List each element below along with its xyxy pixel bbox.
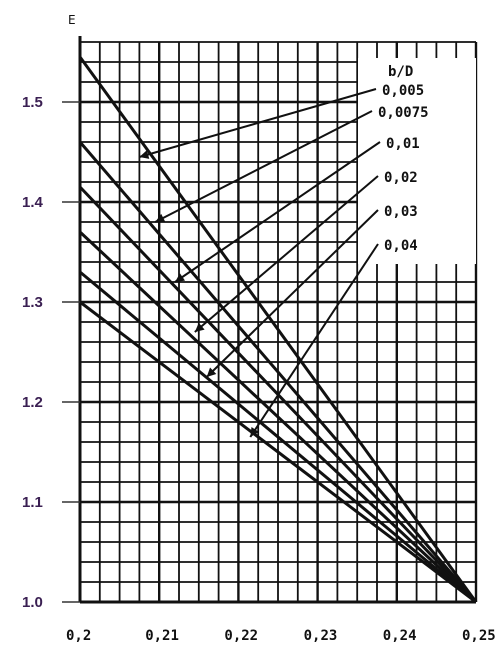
legend-leader (139, 88, 377, 158)
legend-arrowhead (194, 322, 205, 332)
y-tick-label: 1.0 (22, 594, 43, 611)
legend-leader (249, 243, 379, 438)
y-axis-label: E (68, 13, 76, 27)
series-line (78, 230, 478, 604)
series-lines (78, 56, 478, 604)
legend-panel (358, 58, 476, 264)
x-tick-label: 0,24 (383, 628, 417, 644)
series-line (79, 300, 477, 604)
series-line (78, 141, 478, 603)
legend: b/D 0,005 0,0075 0,01 0,02 0,03 0,04 (139, 58, 476, 438)
legend-leader (206, 209, 379, 378)
x-tick-label: 0,25 (462, 628, 496, 644)
y-tick-label: 1.5 (22, 94, 43, 111)
axes: E (68, 13, 476, 604)
legend-leader (194, 175, 379, 333)
legend-arrowhead (206, 367, 217, 377)
legend-arrowhead (250, 427, 259, 437)
legend-leader (154, 110, 373, 223)
x-tick-label: 0,23 (304, 628, 338, 644)
tick-labels: 1.0 1.1 1.2 1.3 1.4 1.5 0,2 0,21 0,22 0,23 0,24 0,2… (22, 94, 496, 644)
y-tick-label: 1.2 (22, 394, 43, 411)
x-tick-label: 0,2 (66, 628, 91, 644)
x-tick-label: 0,21 (145, 628, 179, 644)
legend-arrowhead (175, 273, 186, 282)
series-line (79, 270, 477, 604)
legend-arrowhead (155, 213, 166, 222)
legend-label: 0,0075 (378, 105, 429, 121)
y-tick-label: 1.3 (22, 294, 43, 311)
x-tick-label: 0,22 (224, 628, 258, 644)
legend-title: b/D (388, 64, 413, 80)
legend-label: 0,04 (384, 238, 418, 254)
y-tick-label: 1.4 (22, 194, 44, 211)
legend-label: 0,01 (386, 136, 420, 152)
legend-leader (174, 141, 381, 283)
legend-label: 0,03 (384, 204, 418, 220)
series-line (78, 56, 478, 603)
y-tick-label: 1.1 (22, 494, 43, 511)
legend-label: 0,005 (382, 83, 424, 99)
legend-arrowhead (139, 150, 150, 159)
legend-label: 0,02 (384, 170, 418, 186)
